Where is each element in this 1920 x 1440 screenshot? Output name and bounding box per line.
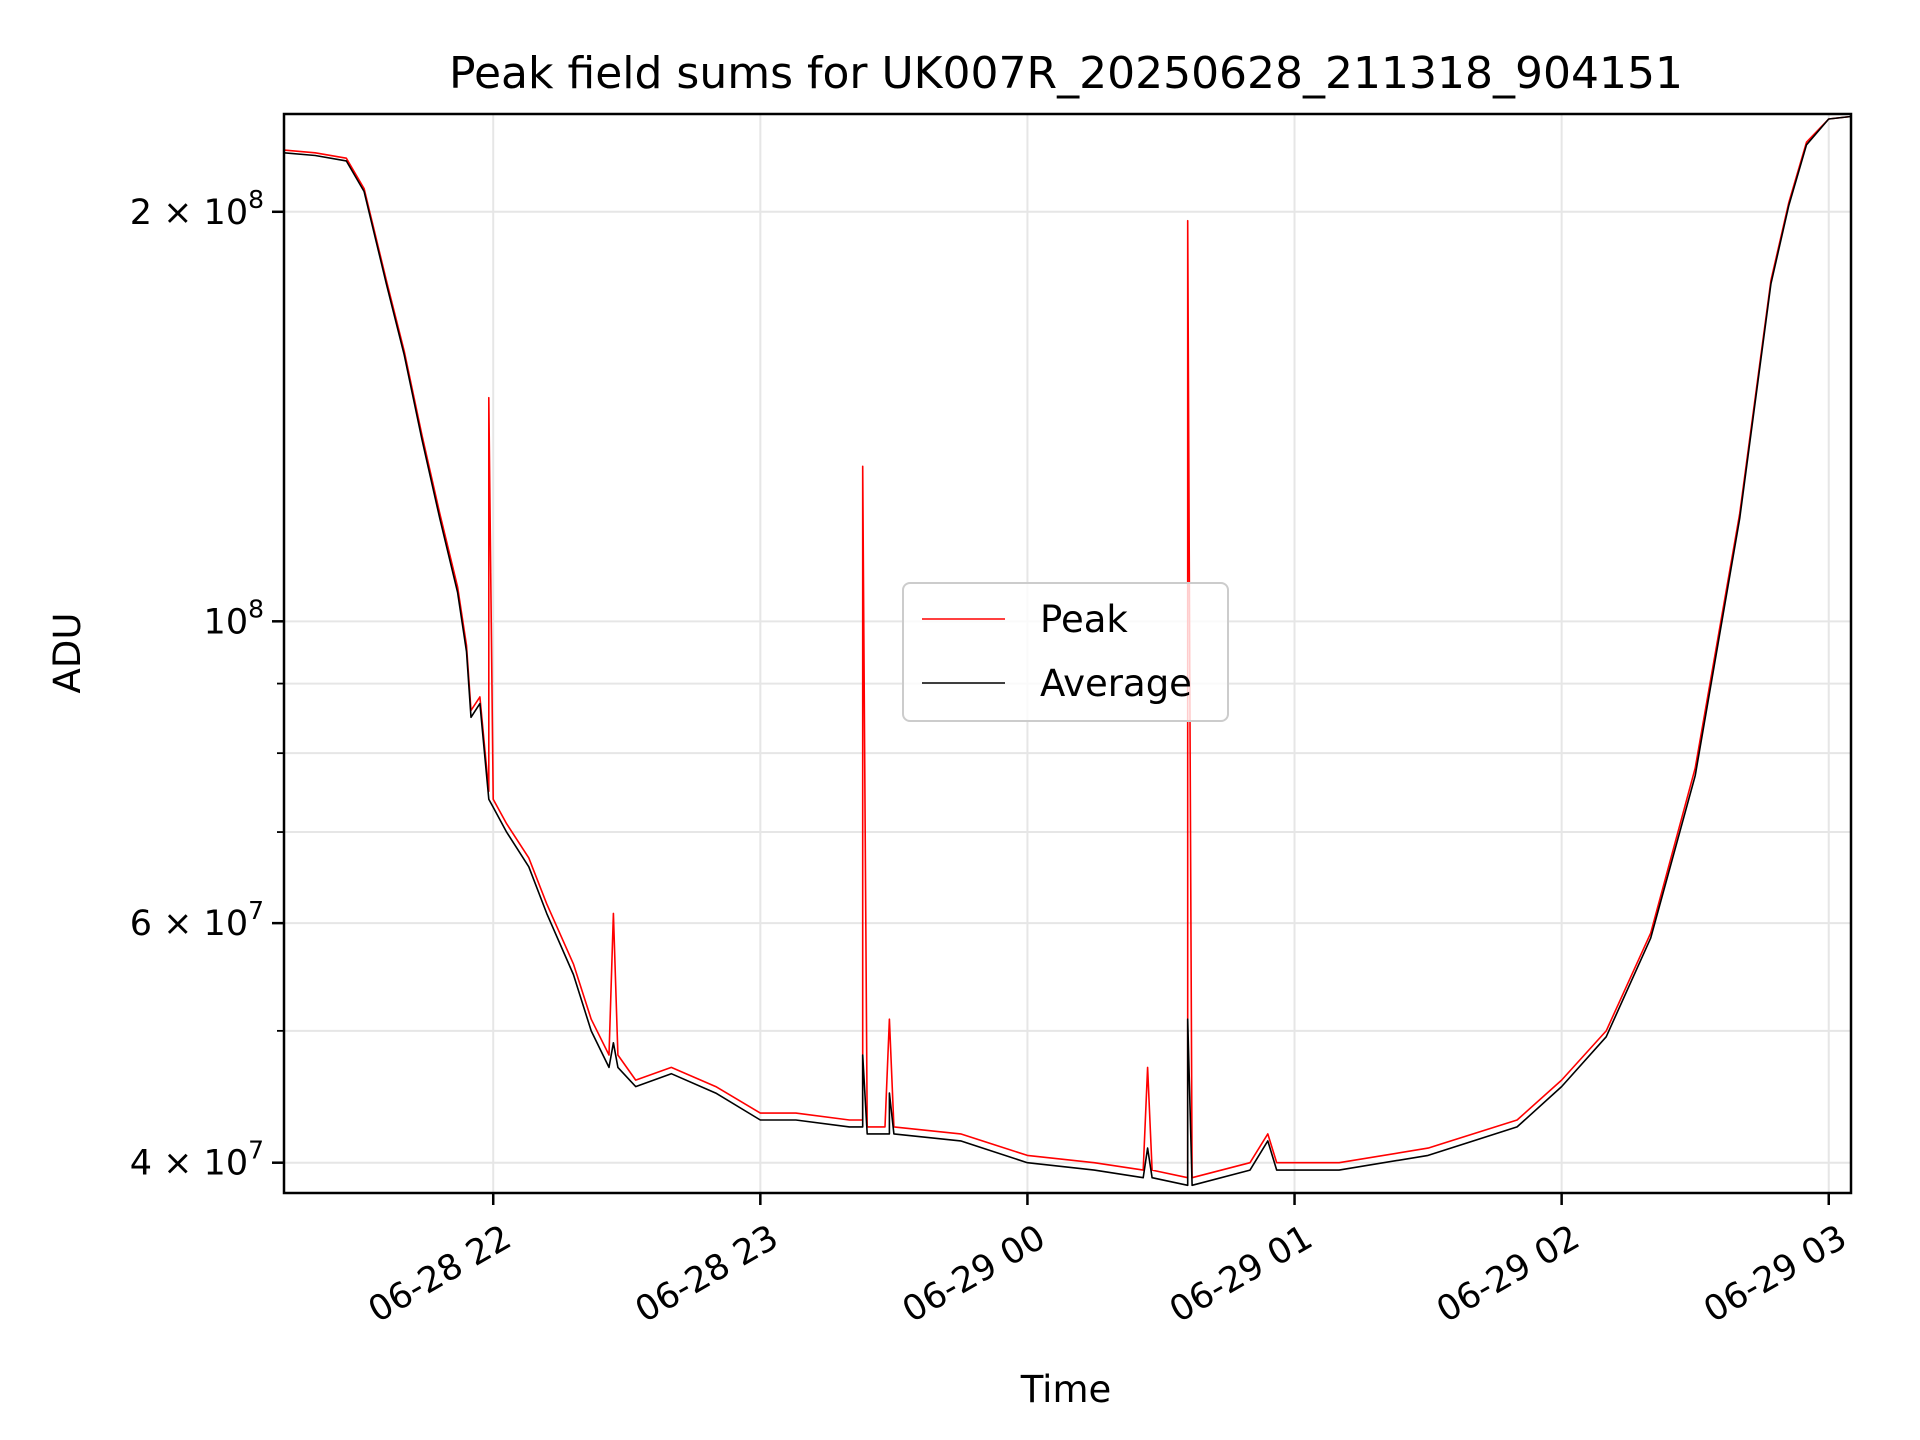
legend-box bbox=[902, 582, 1229, 722]
series-line-average bbox=[284, 115, 1851, 1187]
y-tick-exponent: 7 bbox=[248, 1136, 264, 1165]
y-axis-label: ADU bbox=[46, 613, 89, 694]
x-axis-label: Time bbox=[1020, 1368, 1112, 1411]
y-tick-label: 6 × 107 bbox=[130, 896, 264, 944]
x-tick-label: 06-29 03 bbox=[1697, 1218, 1853, 1331]
x-tick-label: 06-28 23 bbox=[629, 1218, 785, 1331]
legend: Peak Average bbox=[902, 582, 1229, 722]
y-tick-mantissa: 10 bbox=[204, 602, 249, 642]
x-tick-label: 06-29 00 bbox=[896, 1218, 1052, 1331]
y-tick-exponent: 7 bbox=[248, 896, 264, 925]
legend-label-peak: Peak bbox=[1040, 598, 1128, 641]
y-tick-mantissa: 2 × 10 bbox=[130, 193, 248, 233]
y-tick-mantissa: 4 × 10 bbox=[130, 1144, 248, 1184]
y-tick-label: 108 bbox=[204, 594, 264, 642]
x-tick-label: 06-29 01 bbox=[1163, 1218, 1319, 1331]
y-tick-mantissa: 6 × 10 bbox=[130, 904, 248, 944]
x-tick-label: 06-28 22 bbox=[362, 1218, 518, 1331]
y-tick-exponent: 8 bbox=[248, 185, 264, 214]
x-axis-ticks: 06-28 22 06-28 23 06-29 00 06-29 01 06-29 02… bbox=[362, 1193, 1854, 1331]
chart-title: Peak field sums for UK007R_20250628_2113… bbox=[449, 48, 1683, 99]
x-tick-label: 06-29 02 bbox=[1430, 1218, 1586, 1331]
y-tick-label: 4 × 107 bbox=[130, 1136, 264, 1184]
y-tick-label: 2 × 108 bbox=[130, 185, 264, 233]
y-tick-exponent: 8 bbox=[248, 594, 264, 623]
legend-label-average: Average bbox=[1040, 662, 1192, 705]
series-lines bbox=[284, 115, 1851, 1187]
plot-area bbox=[282, 112, 1853, 1195]
